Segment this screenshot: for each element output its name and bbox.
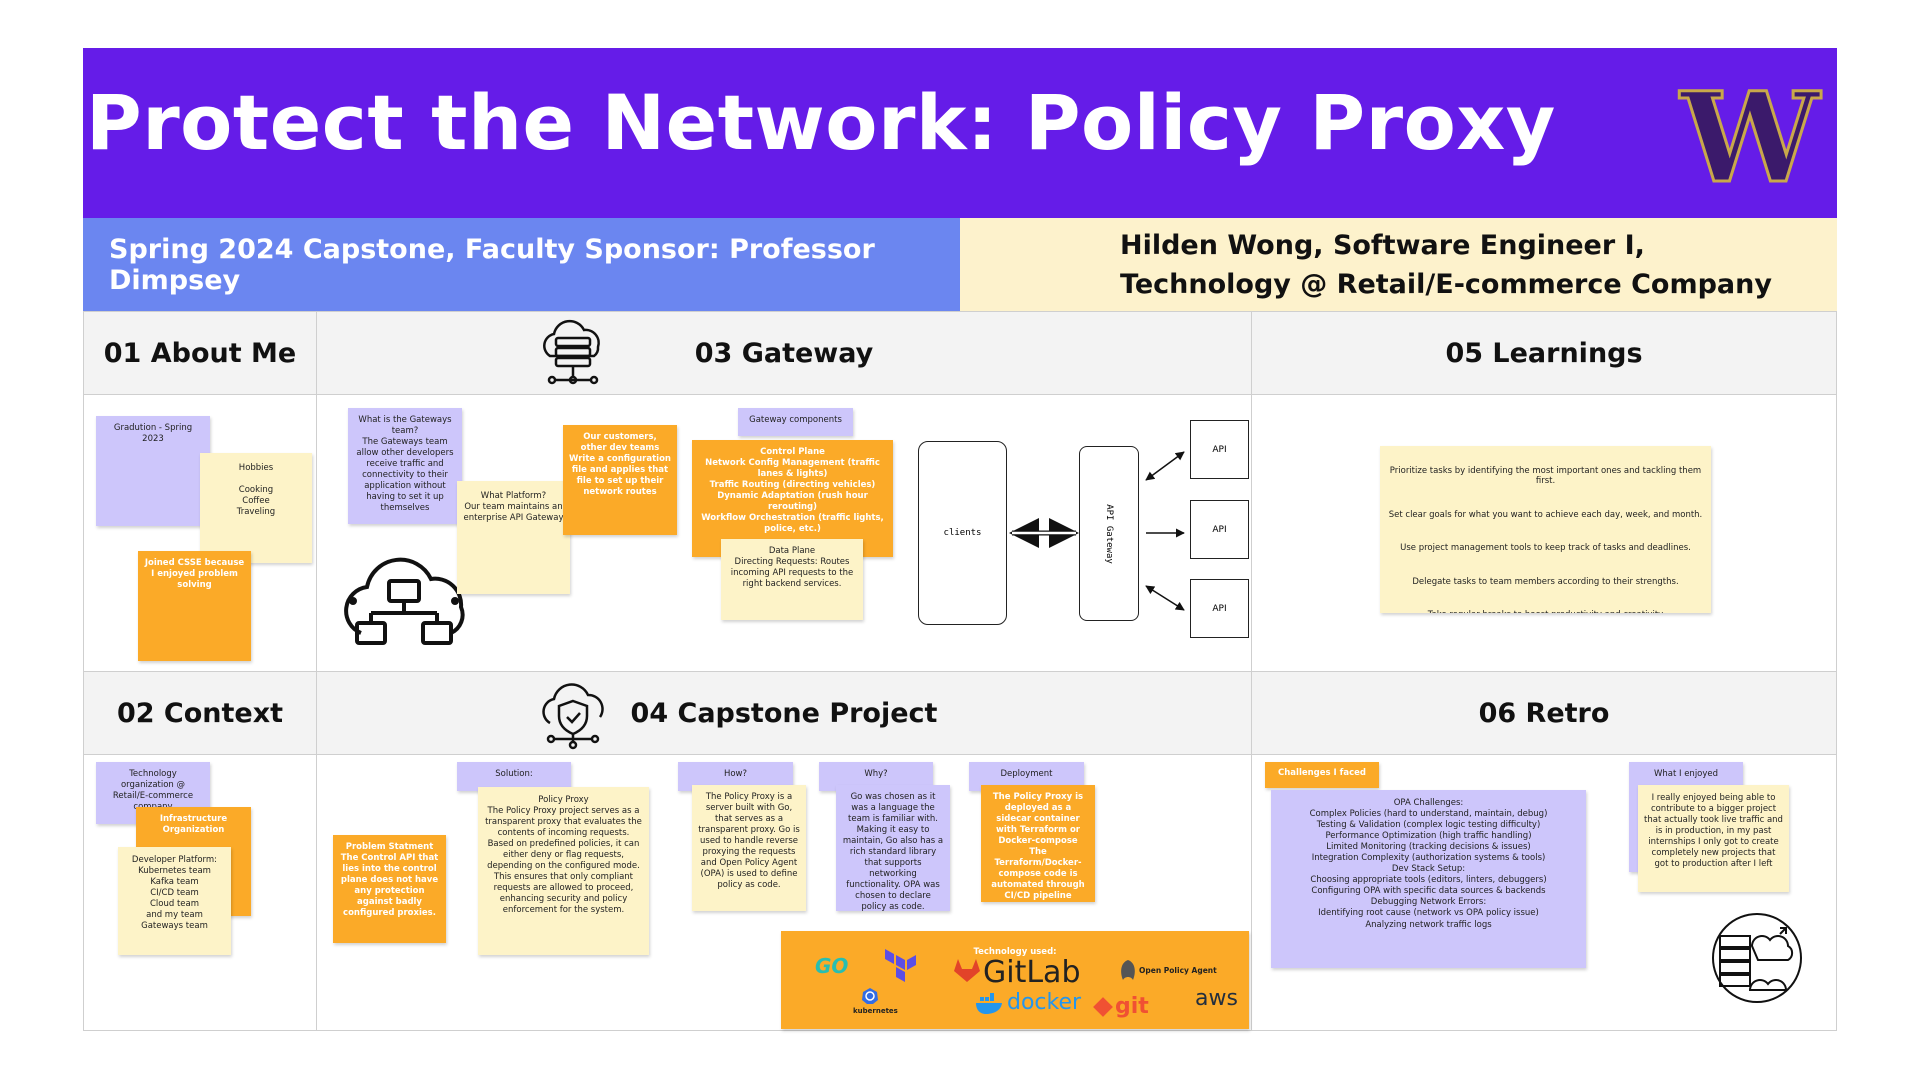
sticky-note: Solution: bbox=[457, 762, 571, 791]
sticky-note: Our customers, other dev teams Write a c… bbox=[563, 425, 677, 535]
api-box: API bbox=[1190, 579, 1249, 638]
sticky-note: Hobbies Cooking Coffee Traveling bbox=[200, 453, 312, 563]
header-bar bbox=[83, 48, 1837, 218]
sticky-note: Developer Platform: Kubernetes team Kafk… bbox=[118, 847, 231, 955]
docker-icon bbox=[976, 993, 1002, 1014]
technology-title: Technology used: bbox=[973, 947, 1057, 958]
api-box: API bbox=[1190, 500, 1249, 559]
sticky-note: Policy Proxy The Policy Proxy project se… bbox=[478, 787, 649, 955]
sticky-note: Challenges I faced bbox=[1265, 762, 1379, 788]
sticky-note: Control Plane Network Config Management … bbox=[692, 440, 893, 557]
sticky-note: What Platform? Our team maintains an ent… bbox=[457, 481, 570, 594]
sticky-note: Go was chosen as it was a language the t… bbox=[836, 785, 950, 911]
section-title: 04 Capstone Project bbox=[316, 671, 1252, 755]
sticky-note: Gateway components bbox=[738, 408, 853, 436]
sticky-note: What is the Gateways team? The Gateways … bbox=[348, 408, 462, 524]
git-logo: git bbox=[1115, 994, 1149, 1019]
uw-logo: W bbox=[1679, 66, 1821, 211]
sticky-note: I really enjoyed being able to contribut… bbox=[1638, 785, 1789, 892]
opa-logo: Open Policy Agent bbox=[1139, 966, 1217, 975]
course-banner: Spring 2024 Capstone, Faculty Sponsor: P… bbox=[83, 218, 960, 311]
sticky-note: OPA Challenges: Complex Policies (hard t… bbox=[1271, 790, 1586, 968]
sticky-note: Joined CSSE because I enjoyed problem so… bbox=[138, 551, 251, 661]
sticky-note: The Policy Proxy is deployed as a sideca… bbox=[981, 785, 1095, 902]
server-cloud-icon bbox=[543, 319, 600, 385]
cloud-server-icon bbox=[1712, 913, 1802, 1003]
go-logo: GO bbox=[815, 954, 849, 978]
sticky-note: The Policy Proxy is a server built with … bbox=[692, 785, 806, 911]
section-title: 06 Retro bbox=[1251, 671, 1837, 755]
learning-item: Take regular breaks to boost productivit… bbox=[1386, 610, 1705, 613]
sticky-note: Gradution - Spring 2023 bbox=[96, 416, 210, 526]
shield-cloud-icon bbox=[542, 683, 604, 750]
gateway-label: API Gateway bbox=[1104, 503, 1115, 564]
learning-item: Use project management tools to keep tra… bbox=[1400, 543, 1691, 554]
gitlab-logo: GitLab bbox=[983, 955, 1081, 990]
network-cloud-icon bbox=[344, 557, 465, 645]
kubernetes-logo: kubernetes bbox=[853, 1007, 898, 1015]
kubernetes-icon bbox=[862, 988, 878, 1004]
aws-logo: aws bbox=[1195, 986, 1238, 1011]
learning-item: Prioritize tasks by identifying the most… bbox=[1389, 466, 1702, 487]
section-title: 03 Gateway bbox=[316, 311, 1252, 395]
technology-panel: Technology used: GO kubernetes GitLab Op… bbox=[781, 931, 1249, 1029]
poster-title: Protect the Network: Policy Proxy bbox=[86, 78, 1556, 167]
sticky-note: Problem Statment The Control API that li… bbox=[333, 835, 446, 943]
docker-logo: docker bbox=[1007, 990, 1082, 1015]
api-box: API bbox=[1190, 420, 1249, 479]
learning-item: Delegate tasks to team members according… bbox=[1412, 576, 1679, 587]
section-title: 05 Learnings bbox=[1251, 311, 1837, 395]
clients-box: clients bbox=[918, 441, 1007, 625]
learnings-note: Prioritize tasks by identifying the most… bbox=[1380, 446, 1711, 613]
gateway-box: API Gateway bbox=[1079, 446, 1139, 621]
terraform-logo bbox=[885, 949, 916, 982]
diagram-arrows bbox=[1009, 451, 1185, 611]
opa-icon bbox=[1121, 960, 1135, 980]
section-title: 01 About Me bbox=[83, 311, 317, 395]
sticky-note: Data Plane Directing Requests: Routes in… bbox=[721, 539, 863, 620]
git-icon bbox=[1093, 997, 1113, 1017]
learning-item: Set clear goals for what you want to ach… bbox=[1388, 509, 1703, 520]
author-banner: Hilden Wong, Software Engineer I, Techno… bbox=[960, 218, 1837, 311]
gitlab-icon bbox=[954, 959, 980, 982]
section-title: 02 Context bbox=[83, 671, 317, 755]
